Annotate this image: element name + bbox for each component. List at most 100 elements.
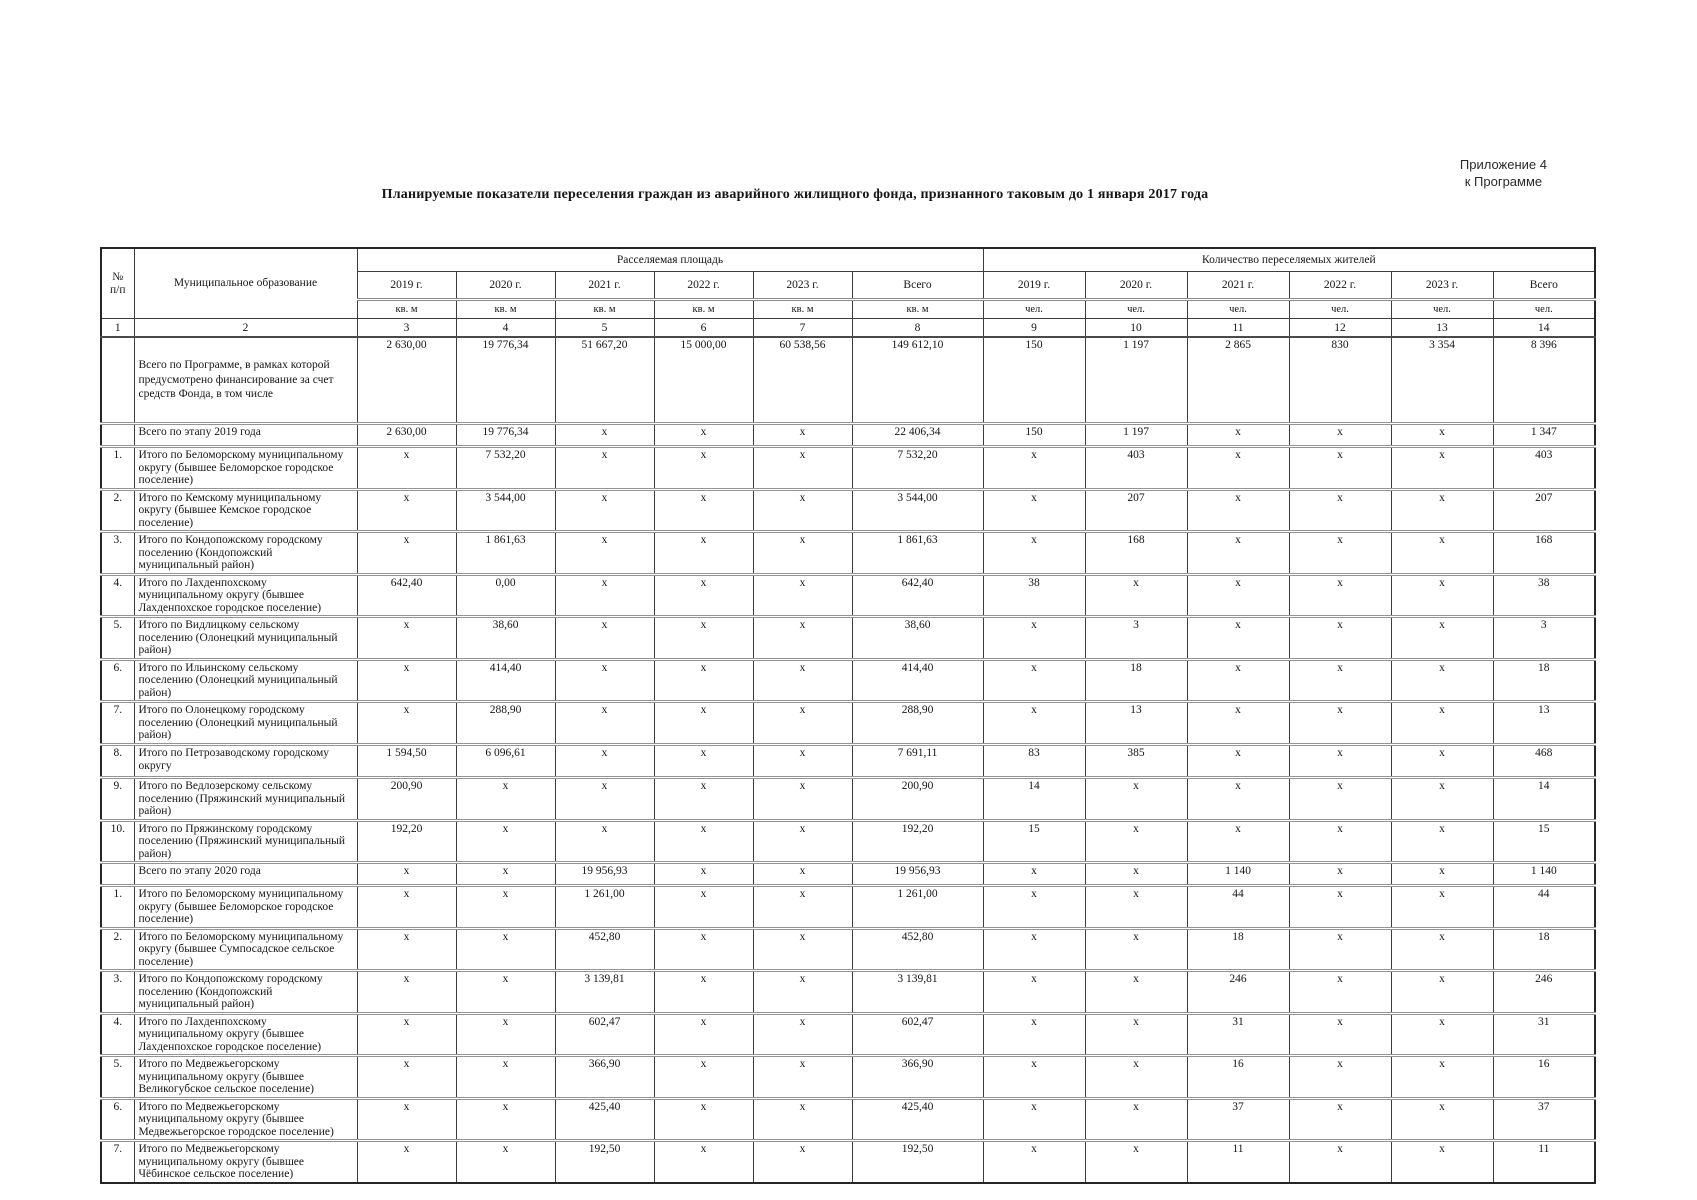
row-value-cell: 31 bbox=[1186, 1013, 1290, 1057]
row-value-cell: 38,60 bbox=[455, 616, 555, 661]
row-value-cell: x bbox=[653, 616, 753, 661]
row-value-cell: x bbox=[1186, 446, 1290, 491]
row-value-cell: 207 bbox=[1084, 489, 1188, 533]
row-value-cell: x bbox=[752, 820, 852, 864]
row-value-cell: 414,40 bbox=[851, 659, 984, 703]
col-header-year: 2020 г. bbox=[1084, 271, 1188, 301]
row-number-cell bbox=[100, 423, 134, 448]
table-row: Всего по Программе, в рамках которой пре… bbox=[100, 337, 1596, 425]
row-value-cell: 288,90 bbox=[851, 701, 984, 746]
row-value-cell: x bbox=[1288, 489, 1392, 533]
table-header: № п/п Муниципальное образование Расселяе… bbox=[100, 248, 1596, 338]
table-row: 1. Итого по Беломорскому муниципальному о… bbox=[100, 885, 1596, 930]
row-label-cell: Итого по Кемскому муниципальному округу … bbox=[133, 489, 357, 533]
row-value-cell: x bbox=[455, 970, 555, 1015]
row-value-cell: 60 538,56 bbox=[752, 337, 852, 425]
row-label-cell: Итого по Лахденпохскому муниципальному о… bbox=[133, 1013, 357, 1057]
row-value-cell: 1 261,00 bbox=[554, 885, 654, 930]
row-value-cell: x bbox=[554, 744, 654, 779]
row-value-cell: 8 396 bbox=[1492, 337, 1596, 425]
row-value-cell: x bbox=[356, 885, 456, 930]
row-value-cell: 1 861,63 bbox=[851, 531, 984, 576]
row-value-cell: 7 532,20 bbox=[851, 446, 984, 491]
row-value-cell: 1 140 bbox=[1186, 862, 1290, 887]
row-value-cell: x bbox=[356, 489, 456, 533]
row-value-cell: x bbox=[653, 423, 753, 448]
row-value-cell: 192,50 bbox=[554, 1140, 654, 1183]
row-value-cell: 200,90 bbox=[356, 777, 456, 822]
row-value-cell: x bbox=[982, 1013, 1086, 1057]
row-value-cell: x bbox=[1084, 862, 1188, 887]
row-value-cell: x bbox=[356, 862, 456, 887]
row-value-cell: x bbox=[1390, 659, 1494, 703]
row-value-cell: x bbox=[1288, 970, 1392, 1015]
row-value-cell: x bbox=[1186, 489, 1290, 533]
row-value-cell: 414,40 bbox=[455, 659, 555, 703]
row-value-cell: x bbox=[653, 1140, 753, 1183]
row-value-cell: x bbox=[1288, 1140, 1392, 1183]
row-value-cell: 3 139,81 bbox=[851, 970, 984, 1015]
row-value-cell: x bbox=[653, 862, 753, 887]
col-number: 9 bbox=[982, 318, 1086, 338]
row-value-cell: x bbox=[1084, 885, 1188, 930]
row-value-cell: 150 bbox=[982, 337, 1086, 425]
row-label-cell: Всего по этапу 2019 года bbox=[133, 423, 357, 448]
row-label-cell: Итого по Беломорскому муниципальному окр… bbox=[133, 446, 357, 491]
row-label-cell: Итого по Медвежьегорскому муниципальному… bbox=[133, 1055, 357, 1100]
row-value-cell: 288,90 bbox=[455, 701, 555, 746]
row-value-cell: x bbox=[1288, 446, 1392, 491]
row-value-cell: x bbox=[982, 928, 1086, 972]
row-value-cell: x bbox=[752, 777, 852, 822]
col-header-year: 2019 г. bbox=[982, 271, 1086, 301]
row-label-cell: Итого по Беломорскому муниципальному окр… bbox=[133, 885, 357, 930]
row-value-cell: 18 bbox=[1186, 928, 1290, 972]
row-value-cell: x bbox=[356, 1140, 456, 1183]
row-value-cell: x bbox=[653, 1098, 753, 1142]
row-number-cell: 3. bbox=[100, 970, 134, 1015]
row-value-cell: x bbox=[752, 423, 852, 448]
row-value-cell: x bbox=[653, 885, 753, 930]
row-value-cell: x bbox=[554, 659, 654, 703]
row-number-cell bbox=[100, 862, 134, 887]
row-value-cell: x bbox=[356, 1013, 456, 1057]
row-value-cell: x bbox=[752, 701, 852, 746]
row-number-cell: 1. bbox=[100, 446, 134, 491]
row-value-cell: x bbox=[1084, 970, 1188, 1015]
row-label-cell: Всего по этапу 2020 года bbox=[133, 862, 357, 887]
row-value-cell: 602,47 bbox=[554, 1013, 654, 1057]
table-row: 2. Итого по Кемскому муниципальному округ… bbox=[100, 489, 1596, 533]
col-header-unit: кв. м bbox=[554, 299, 654, 319]
row-value-cell: 37 bbox=[1492, 1098, 1596, 1142]
col-number: 11 bbox=[1186, 318, 1290, 338]
col-header-municipality: Муниципальное образование bbox=[133, 248, 357, 319]
row-value-cell: x bbox=[356, 1098, 456, 1142]
row-value-cell: 44 bbox=[1492, 885, 1596, 930]
row-value-cell: 200,90 bbox=[851, 777, 984, 822]
row-number-cell: 6. bbox=[100, 1098, 134, 1142]
col-header-year: 2019 г. bbox=[356, 271, 456, 301]
row-number-header-line2: п/п bbox=[109, 283, 126, 296]
col-header-unit: чел. bbox=[982, 299, 1086, 319]
col-header-unit: кв. м bbox=[356, 299, 456, 319]
row-value-cell: x bbox=[1186, 701, 1290, 746]
column-number-row: 1 2 3 4 5 6 7 8 9 10 11 12 13 14 bbox=[100, 318, 1596, 338]
row-value-cell: 14 bbox=[982, 777, 1086, 822]
col-number: 6 bbox=[653, 318, 753, 338]
row-value-cell: x bbox=[982, 701, 1086, 746]
row-value-cell: x bbox=[1186, 820, 1290, 864]
row-value-cell: x bbox=[455, 928, 555, 972]
row-value-cell: 13 bbox=[1492, 701, 1596, 746]
col-header-year: 2021 г. bbox=[1186, 271, 1290, 301]
row-value-cell: 1 594,50 bbox=[356, 744, 456, 779]
row-value-cell: x bbox=[1390, 423, 1494, 448]
row-value-cell: x bbox=[356, 531, 456, 576]
row-value-cell: x bbox=[653, 777, 753, 822]
row-value-cell: x bbox=[982, 885, 1086, 930]
table-row: 1. Итого по Беломорскому муниципальному о… bbox=[100, 446, 1596, 491]
col-header-unit: кв. м bbox=[752, 299, 852, 319]
row-value-cell: x bbox=[982, 862, 1086, 887]
col-header-unit: чел. bbox=[1288, 299, 1392, 319]
row-value-cell: x bbox=[455, 1013, 555, 1057]
row-value-cell: x bbox=[982, 531, 1086, 576]
row-value-cell: x bbox=[1390, 1055, 1494, 1100]
